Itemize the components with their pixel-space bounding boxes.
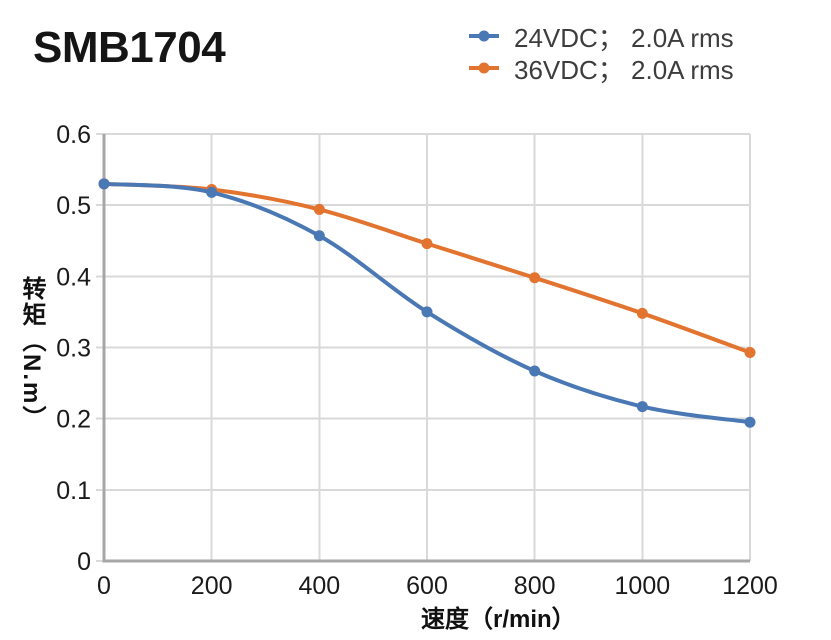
series-24vdc [98,178,756,428]
y-tick-label: 0.3 [56,335,91,363]
y-axis-title: 转矩（N.m） [18,276,45,432]
legend: 24VDC； 2.0A rms 36VDC； 2.0A rms [468,20,734,85]
data-point-marker [636,307,648,319]
data-point-marker [313,230,325,242]
x-tick-label: 0 [97,572,111,600]
x-tick-label: 400 [298,572,340,600]
y-tick-label: 0.1 [56,477,91,505]
x-tick-label: 600 [406,572,448,600]
x-tick-label: 800 [514,572,556,600]
legend-line-dot-icon [469,62,499,74]
data-point-marker [421,306,433,318]
data-point-marker [206,186,218,198]
x-tick-label: 200 [191,572,233,600]
gridlines [96,133,751,562]
data-point-marker [421,238,433,250]
x-tick-label: 1000 [615,572,671,600]
data-point-marker [744,416,756,428]
y-tick-label: 0.4 [56,263,91,291]
chart-title: SMB1704 [33,23,226,72]
data-point-marker [744,346,756,358]
legend-label-36vdc: 36VDC； 2.0A rms [514,54,734,85]
x-axis-title: 速度（r/min） [421,606,576,633]
y-tick-label: 0.6 [56,121,91,149]
x-tick-label: 1200 [722,572,778,600]
y-tick-label: 0 [77,548,91,576]
tick-labels: 0 0.1 0.2 0.3 0.4 0.5 0.6 0 200 400 600 800 1000 1200 [56,121,778,600]
data-point-marker [636,401,648,413]
legend-label-24vdc: 24VDC； 2.0A rms [514,22,734,53]
legend-item-24vdc: 24VDC； 2.0A rms [468,20,734,53]
data-point-marker [98,178,110,190]
y-tick-label: 0.5 [56,192,91,220]
y-tick-label: 0.2 [56,406,91,434]
data-point-marker [313,203,325,215]
data-point-marker [529,272,541,284]
legend-line-dot-icon [469,30,499,42]
legend-item-36vdc: 36VDC； 2.0A rms [468,52,734,85]
data-point-marker [529,365,541,377]
axes [102,134,750,563]
